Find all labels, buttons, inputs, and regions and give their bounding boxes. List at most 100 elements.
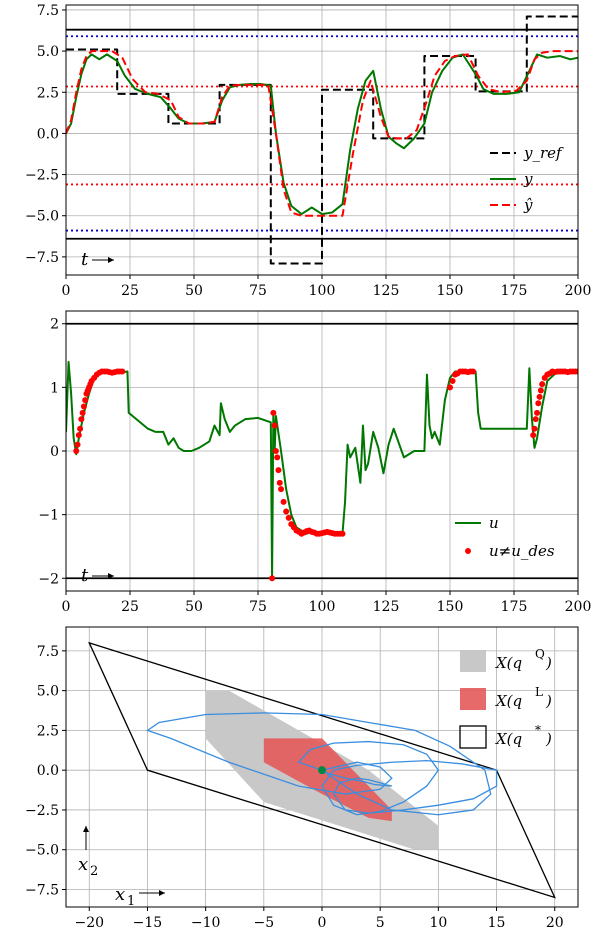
y-tick-label: 7.5 — [37, 644, 59, 660]
legend-swatch — [460, 688, 486, 710]
x-tick-label: −10 — [191, 915, 221, 931]
x-tick-label: −20 — [74, 915, 104, 931]
legend-label-superscript: * — [535, 723, 541, 737]
chart-middle: 0 25 50 75 100 125 150 175 200 −2 −1 0 1 2 t u u≠u_des — [38, 311, 591, 615]
x-tick-label: 10 — [429, 915, 447, 931]
x-axis-label-subscript: 1 — [127, 894, 135, 909]
marker-point — [277, 480, 283, 486]
x-tick-label: 15 — [488, 915, 506, 931]
y-axis-label-subscript: 2 — [90, 864, 98, 879]
y-tick-label: −5.0 — [25, 843, 59, 859]
marker-point — [82, 397, 88, 403]
marker-point — [76, 432, 82, 438]
marker-point — [78, 416, 84, 422]
y-tick-label: 7.5 — [37, 3, 59, 19]
x-tick-label: 125 — [373, 599, 400, 615]
y-axis-label: x — [78, 854, 88, 875]
marker-point — [270, 410, 276, 416]
y-tick-label: 5.0 — [37, 44, 59, 60]
y-tick-label: −7.5 — [25, 883, 59, 899]
y-tick-label: −2.5 — [25, 168, 59, 184]
y-tick-label: −2.5 — [25, 803, 59, 819]
legend-swatch — [460, 726, 486, 748]
legend-bottom: X(q Q) X(q L) X(q *) — [460, 647, 552, 748]
x-tick-label: 175 — [501, 283, 528, 299]
marker-point — [286, 515, 292, 521]
y-tick-label: 0 — [50, 444, 59, 460]
marker-point — [339, 531, 345, 537]
marker-point — [273, 448, 279, 454]
legend-label-close: ) — [545, 730, 552, 748]
y-tick-label: −7.5 — [25, 250, 59, 266]
y-tick-label: 2.5 — [37, 723, 59, 739]
marker-point — [533, 416, 539, 422]
x-tick-label: 100 — [309, 599, 336, 615]
legend-label-superscript: L — [535, 685, 543, 699]
marker-point — [450, 378, 456, 384]
x-tick-label: 20 — [546, 915, 564, 931]
time-annotation: t — [81, 565, 89, 586]
origin-marker — [318, 766, 326, 774]
arrowhead-icon — [159, 890, 165, 896]
marker-point — [119, 368, 125, 374]
marker-point — [274, 454, 280, 460]
y-tick-label: 0.0 — [37, 126, 59, 142]
x-tick-label: 200 — [565, 283, 592, 299]
x-tick-label: 0 — [318, 915, 327, 931]
marker-point — [283, 508, 289, 514]
marker-point — [531, 426, 537, 432]
legend-label-close: ) — [545, 692, 552, 710]
marker-point — [80, 410, 86, 416]
marker-point — [537, 394, 543, 400]
x-axis-label: x — [115, 884, 125, 905]
y-tick-label: −2 — [38, 571, 59, 587]
marker-point — [278, 486, 284, 492]
arrowhead-icon — [83, 826, 89, 832]
marker-point — [534, 410, 540, 416]
x-tick-label: 50 — [185, 283, 203, 299]
chart-top: 0 25 50 75 100 125 150 175 200 −7.5 −5.0 −2.5 0.0 2.5… — [25, 3, 591, 299]
x-tick-label: 125 — [373, 283, 400, 299]
marker-point — [75, 442, 81, 448]
x-tick-label: 100 — [309, 283, 336, 299]
legend-label: u — [489, 514, 499, 532]
legend-label: X(q — [495, 654, 522, 672]
y-tick-label: 1 — [50, 380, 59, 396]
arrowhead-icon — [108, 257, 114, 263]
legend-label: ŷ — [523, 196, 533, 214]
legend-label-superscript: Q — [535, 647, 545, 661]
legend-label: X(q — [495, 730, 522, 748]
x-tick-label: 75 — [249, 599, 267, 615]
marker-point — [447, 384, 453, 390]
legend-label: u≠u_des — [489, 542, 555, 560]
y-tick-label: 5.0 — [37, 684, 59, 700]
legend-swatch — [465, 548, 471, 554]
x-tick-label: 175 — [501, 599, 528, 615]
x-tick-label: 75 — [249, 283, 267, 299]
marker-point — [81, 403, 87, 409]
y-tick-label: −5.0 — [25, 209, 59, 225]
y-tick-label: 2 — [50, 317, 59, 333]
time-annotation: t — [81, 249, 89, 270]
legend-label: X(q — [495, 692, 522, 710]
x-tick-label: −15 — [133, 915, 163, 931]
marker-point — [272, 423, 278, 429]
y-tick-label: 0.0 — [37, 763, 59, 779]
x-tick-label: 200 — [565, 599, 592, 615]
x-tick-label: 150 — [437, 283, 464, 299]
legend-label-close: ) — [545, 654, 552, 672]
x-tick-label: 150 — [437, 599, 464, 615]
x-tick-label: 0 — [62, 283, 71, 299]
x-tick-label: 50 — [185, 599, 203, 615]
x-tick-label: 25 — [121, 283, 139, 299]
y-tick-label: 2.5 — [37, 85, 59, 101]
y-tick-label: −1 — [38, 508, 59, 524]
marker-point — [470, 368, 476, 374]
marker-point — [281, 499, 287, 505]
legend-label: y — [523, 170, 533, 188]
chart-bottom: −20 −15 −10 −5 0 5 10 15 20 −7.5 −5.0 −2.5 0.0 2.5 5.0… — [25, 627, 578, 931]
marker-point — [539, 381, 545, 387]
legend-label: y_ref — [523, 144, 564, 162]
